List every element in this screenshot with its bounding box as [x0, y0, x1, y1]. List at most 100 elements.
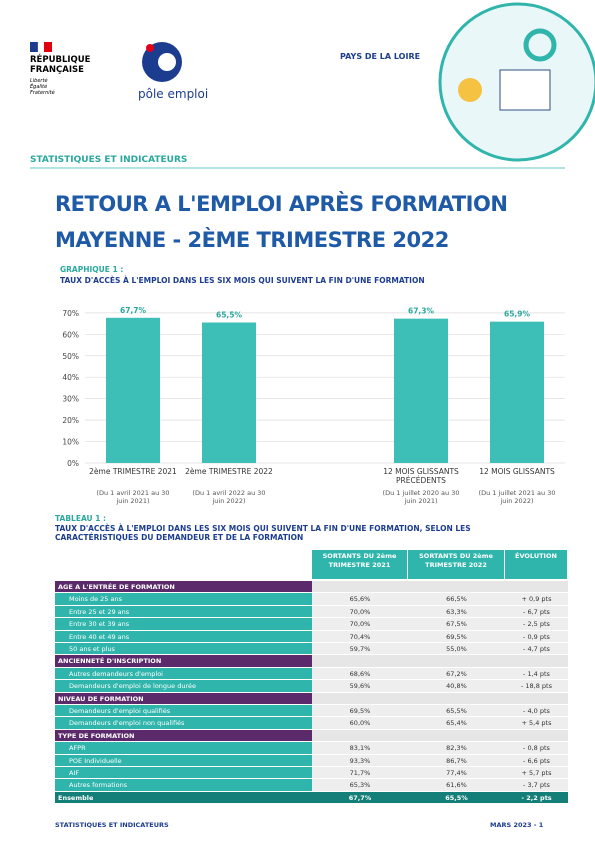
value-label: 65,5%	[216, 311, 243, 320]
y-tick-label: 10%	[62, 438, 79, 447]
y-tick-label: 20%	[62, 416, 79, 425]
row-value: 66,5%	[408, 593, 505, 606]
row-label: Entre 40 et 49 ans	[55, 630, 312, 643]
row-label: Moins de 25 ans	[55, 593, 312, 606]
row-label: 50 ans et plus	[55, 643, 312, 656]
title-line: RETOUR A L'EMPLOI APRÈS FORMATION	[55, 192, 508, 216]
table-subtitle: TAUX D'ACCÈS À L'EMPLOI DANS LES SIX MOI…	[55, 524, 471, 542]
y-tick-label: 50%	[62, 352, 79, 361]
bar	[202, 322, 256, 463]
flag-red	[44, 42, 52, 52]
illustration-pie	[458, 78, 482, 102]
row-label: Demandeurs d'emploi qualifiés	[55, 705, 312, 718]
y-tick-label: 0%	[67, 459, 79, 468]
section-filler	[408, 581, 505, 594]
row-value: 59,7%	[312, 643, 408, 656]
row-value: - 4,7 pts	[505, 643, 568, 656]
illustration-gear	[523, 28, 557, 62]
section-filler	[312, 581, 408, 594]
bar	[394, 318, 448, 463]
row-value: 70,4%	[312, 630, 408, 643]
row-value: - 4,0 pts	[505, 705, 568, 718]
footer-left: STATISTIQUES ET INDICATEURS	[55, 821, 169, 829]
brand: pôle emploi	[138, 87, 209, 101]
row-value: 69,5%	[312, 705, 408, 718]
row-value: 69,5%	[408, 630, 505, 643]
row-value: - 0,8 pts	[505, 742, 568, 755]
section-header: AGE A L'ENTRÉE DE FORMATION	[55, 581, 312, 594]
row-label: Entre 25 et 29 ans	[55, 605, 312, 619]
section-header: ANCIENNETÉ D'INSCRIPTION	[55, 655, 312, 668]
section-filler	[408, 692, 505, 705]
title-line: MAYENNE - 2ÈME TRIMESTRE 2022	[55, 228, 449, 252]
row-value: - 3,7 pts	[505, 779, 568, 792]
x-tick-label: 2ème TRIMESTRE 2022	[185, 467, 273, 476]
section-filler	[408, 729, 505, 743]
y-tick-label: 70%	[62, 309, 79, 318]
section-filler	[312, 655, 408, 668]
row-value: 59,6%	[312, 680, 408, 693]
pe-logo-dot	[146, 44, 154, 52]
row-label: Autres demandeurs d'emploi	[55, 667, 312, 681]
section-filler	[505, 729, 568, 743]
row-value: 83,1%	[312, 742, 408, 755]
row-value: 65,4%	[408, 717, 505, 730]
row-value: 61,6%	[408, 779, 505, 792]
footer-right: MARS 2023 - 1	[490, 821, 544, 829]
category-labels: 2ème TRIMESTRE 2021 (Du 1 avril 2021 au 3…	[0, 465, 595, 515]
chart-subtitle: TAUX D'ACCÈS À L'EMPLOI DANS LES SIX MOI…	[60, 276, 425, 285]
row-value: 60,0%	[312, 717, 408, 730]
motto: Liberté Égalité Fraternité	[30, 78, 55, 96]
section-filler	[408, 655, 505, 668]
row-label: AFPR	[55, 742, 312, 755]
x-tick-label: 12 MOIS GLISSANTS	[479, 467, 555, 476]
total-label: Ensemble	[55, 791, 312, 805]
row-value: 86,7%	[408, 754, 505, 767]
table-title: TABLEAU 1 :	[55, 514, 107, 523]
category-note: (Du 1 avril 2022 au 30 juin 2022)	[192, 489, 266, 505]
chart: 0% 10% 20% 30% 40% 50% 60% 70% 67,7% 65,5% 67,3% 65…	[62, 306, 565, 468]
section-header: TYPE DE FORMATION	[55, 729, 312, 743]
value-label: 65,9%	[504, 310, 531, 319]
category-note: (Du 1 avril 2021 au 30 juin 2021)	[96, 489, 170, 505]
row-value: - 6,7 pts	[505, 605, 568, 619]
row-value: 65,3%	[312, 779, 408, 792]
section-filler	[312, 692, 408, 705]
section-filler	[505, 655, 568, 668]
row-value: 67,2%	[408, 667, 505, 681]
row-value: 65,6%	[312, 593, 408, 606]
row-label: Entre 30 et 39 ans	[55, 618, 312, 631]
section-header: NIVEAU DE FORMATION	[55, 692, 312, 705]
row-value: 70,0%	[312, 618, 408, 631]
row-value: 65,5%	[408, 705, 505, 718]
row-label: Autres formations	[55, 779, 312, 792]
row-value: 71,7%	[312, 767, 408, 780]
section-filler	[312, 729, 408, 743]
column-header: SORTANTS DU 2ème TRIMESTRE 2021	[312, 550, 408, 580]
section-filler	[505, 692, 568, 705]
row-value: - 1,4 pts	[505, 667, 568, 681]
x-tick-label: 12 MOIS GLISSANTS PRÉCÉDENTS	[383, 467, 459, 485]
row-value: - 0,9 pts	[505, 630, 568, 643]
row-value: + 5,7 pts	[505, 767, 568, 780]
row-label: Demandeurs d'emploi de longue durée	[55, 680, 312, 693]
row-value: - 6,6 pts	[505, 754, 568, 767]
row-value: - 18,8 pts	[505, 680, 568, 693]
category-note: (Du 1 juillet 2020 au 30 juin 2021)	[382, 489, 460, 505]
row-value: 40,8%	[408, 680, 505, 693]
y-tick-label: 60%	[62, 330, 79, 339]
y-tick-label: 30%	[62, 395, 79, 404]
x-tick-label: 2ème TRIMESTRE 2021	[89, 467, 177, 476]
column-header: ÉVOLUTION	[505, 550, 568, 580]
row-label: Demandeurs d'emploi non qualifiés	[55, 717, 312, 730]
illustration-board	[499, 69, 551, 111]
republic: RÉPUBLIQUE FRANÇAISE	[30, 55, 91, 75]
flag-white	[37, 41, 45, 53]
value-label: 67,7%	[120, 306, 147, 315]
row-value: + 5,4 pts	[505, 717, 568, 730]
row-value: 77,4%	[408, 767, 505, 780]
bar	[490, 321, 544, 463]
total-value: 65,5%	[408, 791, 505, 805]
row-value: - 2,5 pts	[505, 618, 568, 631]
